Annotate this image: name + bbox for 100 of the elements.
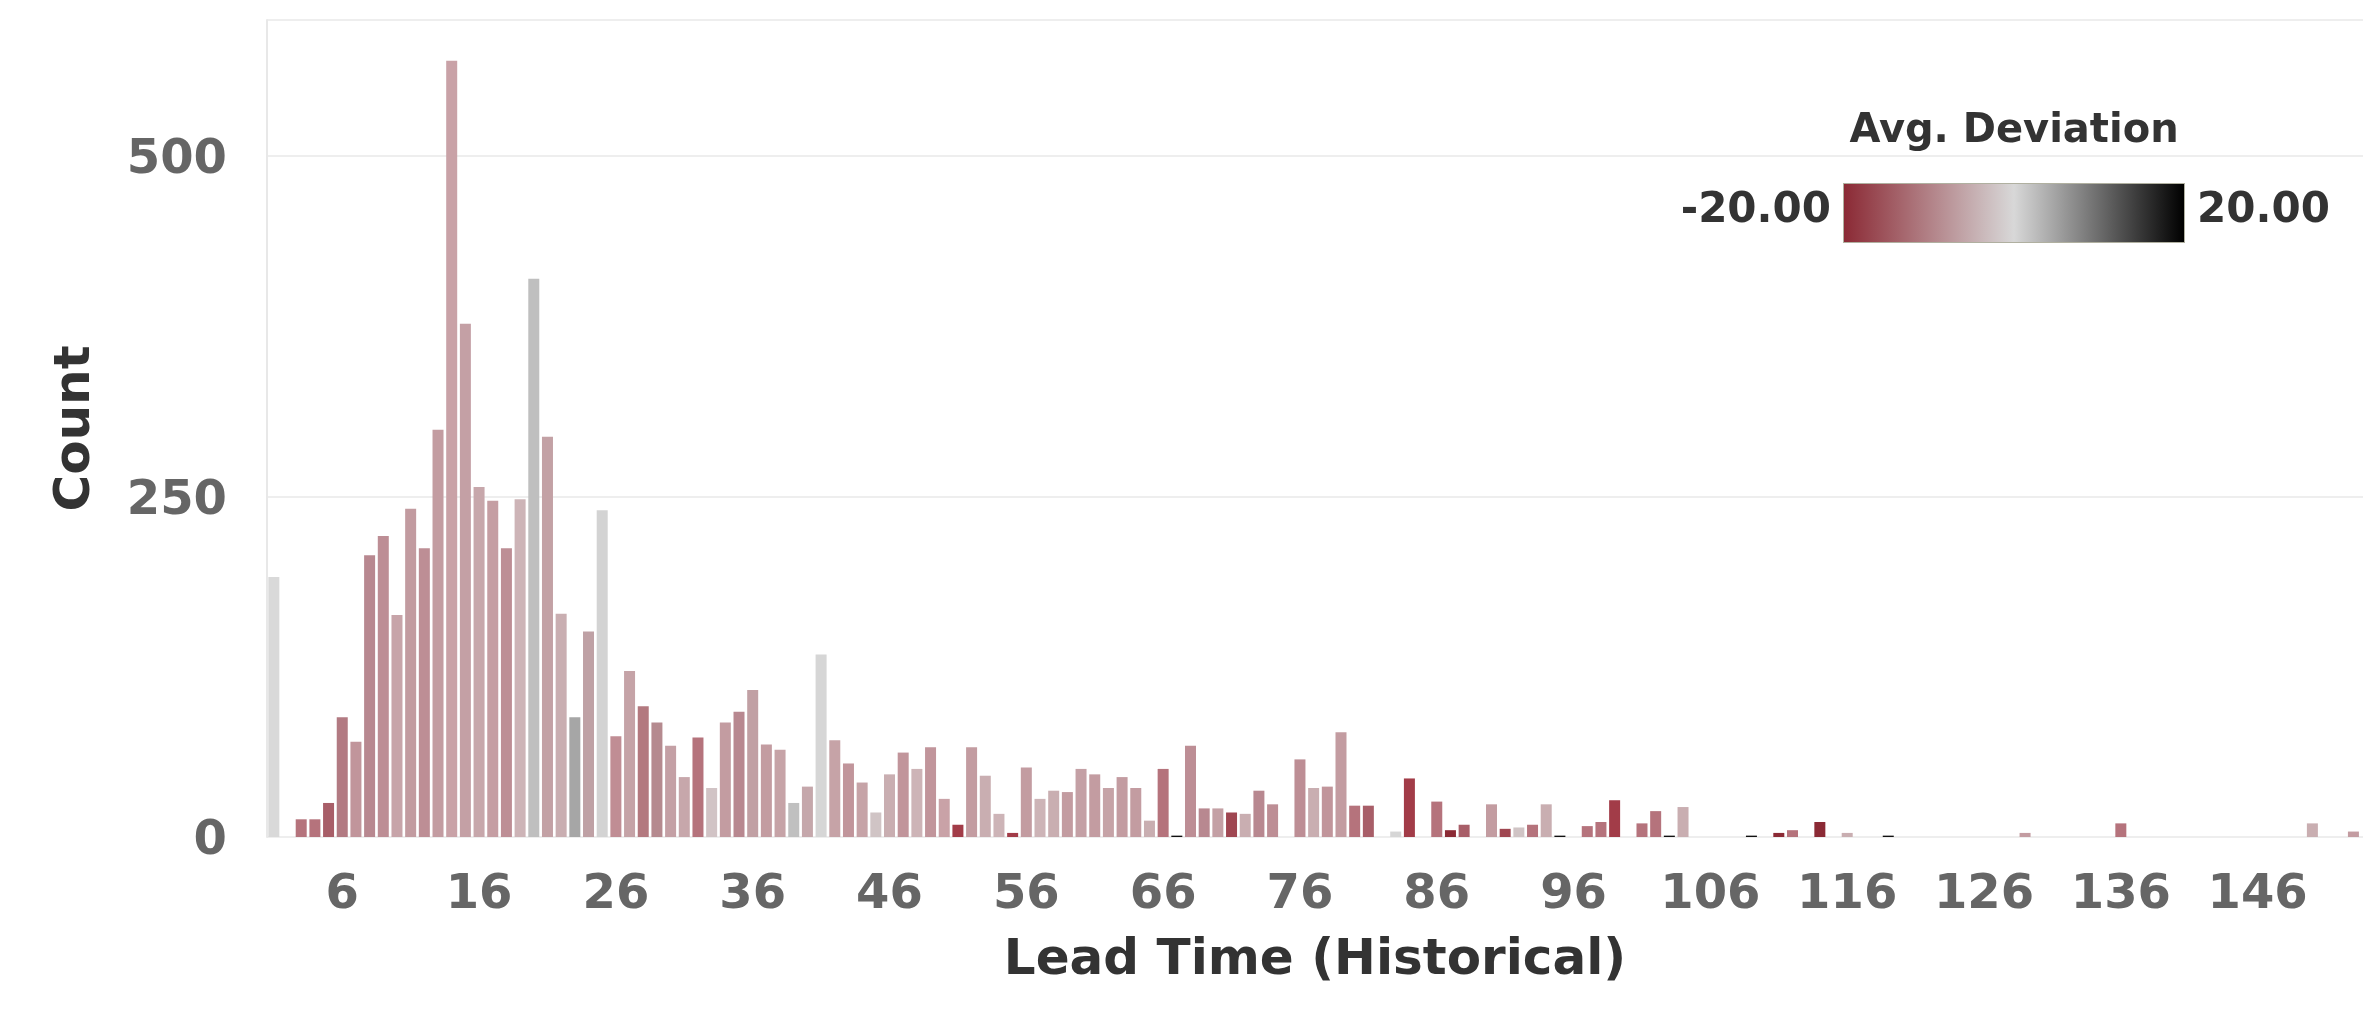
bar [1485,804,1497,837]
bar [323,802,335,837]
bar [350,741,362,837]
bar [541,436,553,837]
bar [295,819,307,837]
bar [1335,732,1347,837]
x-tick-label: 96 [1540,863,1607,919]
bar [1157,768,1169,837]
bar [1116,777,1128,837]
bar [446,60,458,837]
x-tick-label: 116 [1797,863,1898,919]
x-tick-label: 6 [325,863,359,919]
bar [1130,787,1142,837]
bar [528,278,540,837]
x-tick-label: 126 [1933,863,2035,919]
bar [2019,832,2031,837]
bar [1650,811,1662,837]
bar [1089,774,1101,837]
bar [842,763,854,837]
x-axis-title: Lead Time (Historical) [1003,928,1627,986]
bar [1458,824,1470,837]
bar [706,787,718,837]
bar [377,536,389,837]
bar [1143,820,1155,837]
bar [1102,787,1114,837]
bar [1007,832,1019,837]
bar [1349,805,1361,837]
bar [514,499,526,837]
bar [952,824,964,837]
bar [678,777,690,837]
bar [651,722,663,837]
bar [747,689,759,837]
bar [938,798,950,837]
y-tick-label: 500 [126,128,227,185]
bar [1061,792,1073,837]
bar [637,706,649,837]
bar [391,615,403,837]
bar [897,752,909,837]
bar [405,508,417,837]
y-tick-label: 0 [193,809,227,865]
bar [788,802,800,837]
bar [815,654,827,837]
x-tick-label: 56 [992,863,1060,919]
bar [1075,768,1087,837]
bar [1609,800,1621,837]
bar [1595,822,1607,837]
bar [1814,822,1826,837]
bar [1786,830,1798,837]
x-tick-label: 76 [1266,863,1334,919]
bar [1308,787,1320,837]
bar [1362,805,1374,837]
x-tick-label: 86 [1403,863,1471,919]
bar [432,429,444,837]
annotation: 20.00 [2197,183,2330,234]
bar [692,737,704,837]
color-bar-title: Avg. Deviation [1849,105,2179,151]
x-tick-label: 46 [856,863,923,919]
bar [856,782,868,837]
bar [1444,830,1456,837]
x-tick-label: 136 [2070,863,2171,919]
bar [364,555,376,837]
bar [569,717,581,837]
bar [801,786,813,837]
y-axis-title: Count [43,345,101,512]
bar [774,749,786,837]
x-tick-label: 36 [719,863,787,919]
bar [1267,804,1279,837]
bar [1540,804,1552,837]
bar [760,744,772,837]
bar [993,813,1005,837]
bar [1212,808,1224,837]
bar [1403,778,1415,837]
bar [1841,832,1853,837]
bar [1636,823,1648,837]
bar [1226,812,1238,837]
bar [2347,831,2359,837]
bar [555,613,567,837]
bar [1431,801,1443,837]
bar [2115,823,2127,837]
bar [610,736,622,837]
bar [1773,832,1785,837]
x-tick-label: 106 [1660,863,1761,919]
bar [979,775,991,837]
bar [665,745,677,837]
bar [1048,790,1060,837]
bar [418,548,430,837]
annotation: -20.00 [1680,183,1831,234]
x-tick-label: 66 [1129,863,1197,919]
bar [2306,823,2318,837]
bar [1239,813,1251,837]
bar [966,747,978,837]
bar [1581,826,1593,837]
bar [1034,798,1046,837]
bar [1513,827,1525,837]
y-tick-label: 250 [126,468,227,525]
bar [1294,759,1306,837]
x-tick-label: 146 [2207,863,2308,919]
bar [884,774,896,837]
bar [1677,807,1689,837]
bar [596,510,608,837]
